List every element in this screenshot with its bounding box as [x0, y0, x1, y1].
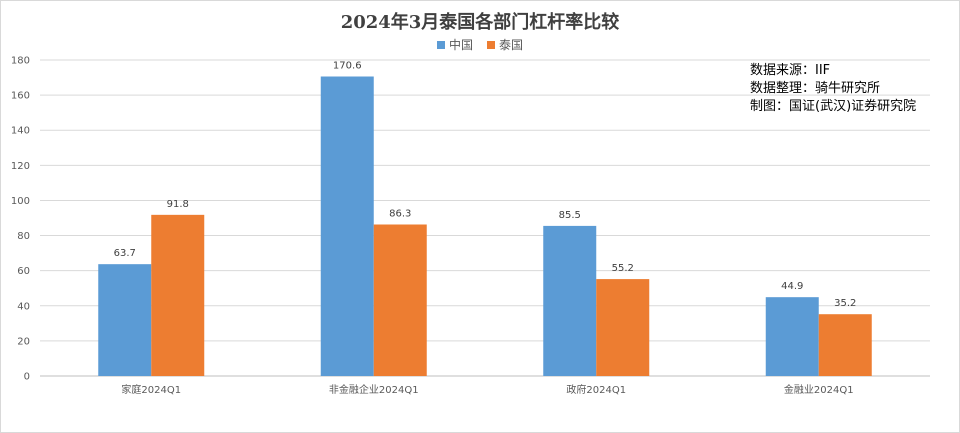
y-tick-label: 0 — [24, 372, 30, 383]
y-tick-label: 80 — [17, 231, 30, 242]
data-label-thailand: 86.3 — [389, 208, 411, 219]
y-tick-label: 180 — [11, 56, 30, 67]
x-category-label: 政府2024Q1 — [566, 383, 626, 396]
y-tick-label: 40 — [17, 301, 30, 312]
legend-item-thailand: 泰国 — [487, 36, 523, 53]
source-note-compiled-by: 数据整理：骑牛研究所 — [750, 81, 881, 96]
x-category-label: 非金融企业2024Q1 — [329, 383, 419, 396]
bar-thailand — [596, 279, 650, 376]
source-notes: 数据来源：IIF 数据整理：骑牛研究所 制图：国证(武汉)证券研究院 — [750, 62, 916, 116]
y-tick-label: 140 — [11, 126, 30, 137]
source-note-chart-by: 制图：国证(武汉)证券研究院 — [750, 99, 917, 114]
source-note-data-source: 数据来源：IIF — [750, 63, 831, 78]
legend-label-thailand: 泰国 — [499, 38, 524, 52]
y-tick-label: 20 — [17, 336, 30, 347]
bar-thailand — [373, 224, 427, 376]
x-category-label: 金融业2024Q1 — [784, 383, 854, 396]
bar-china — [98, 264, 152, 376]
data-label-china: 44.9 — [781, 281, 803, 292]
data-label-china: 85.5 — [559, 210, 581, 221]
data-label-thailand: 91.8 — [167, 199, 189, 210]
y-tick-label: 100 — [11, 196, 30, 207]
x-category-label: 家庭2024Q1 — [121, 383, 181, 396]
y-tick-label: 120 — [11, 161, 30, 172]
legend-item-china: 中国 — [436, 36, 473, 53]
bar-thailand — [818, 314, 872, 376]
data-label-china: 170.6 — [333, 61, 362, 72]
bar-china — [320, 76, 374, 376]
chart-title: 2024年3月泰国各部门杠杆率比较 — [340, 12, 620, 33]
chart-legend: 中国 泰国 — [0, 36, 960, 53]
legend-swatch-thailand — [487, 40, 495, 49]
data-label-thailand: 35.2 — [834, 298, 856, 309]
bar-thailand — [151, 214, 205, 376]
bar-china — [543, 225, 597, 376]
legend-swatch-china — [436, 40, 445, 49]
data-label-thailand: 55.2 — [612, 263, 634, 274]
y-tick-label: 160 — [11, 91, 30, 102]
legend-label-china: 中国 — [448, 38, 473, 52]
bar-china — [765, 297, 819, 376]
y-tick-label: 60 — [17, 266, 30, 277]
data-label-china: 63.7 — [114, 248, 136, 259]
